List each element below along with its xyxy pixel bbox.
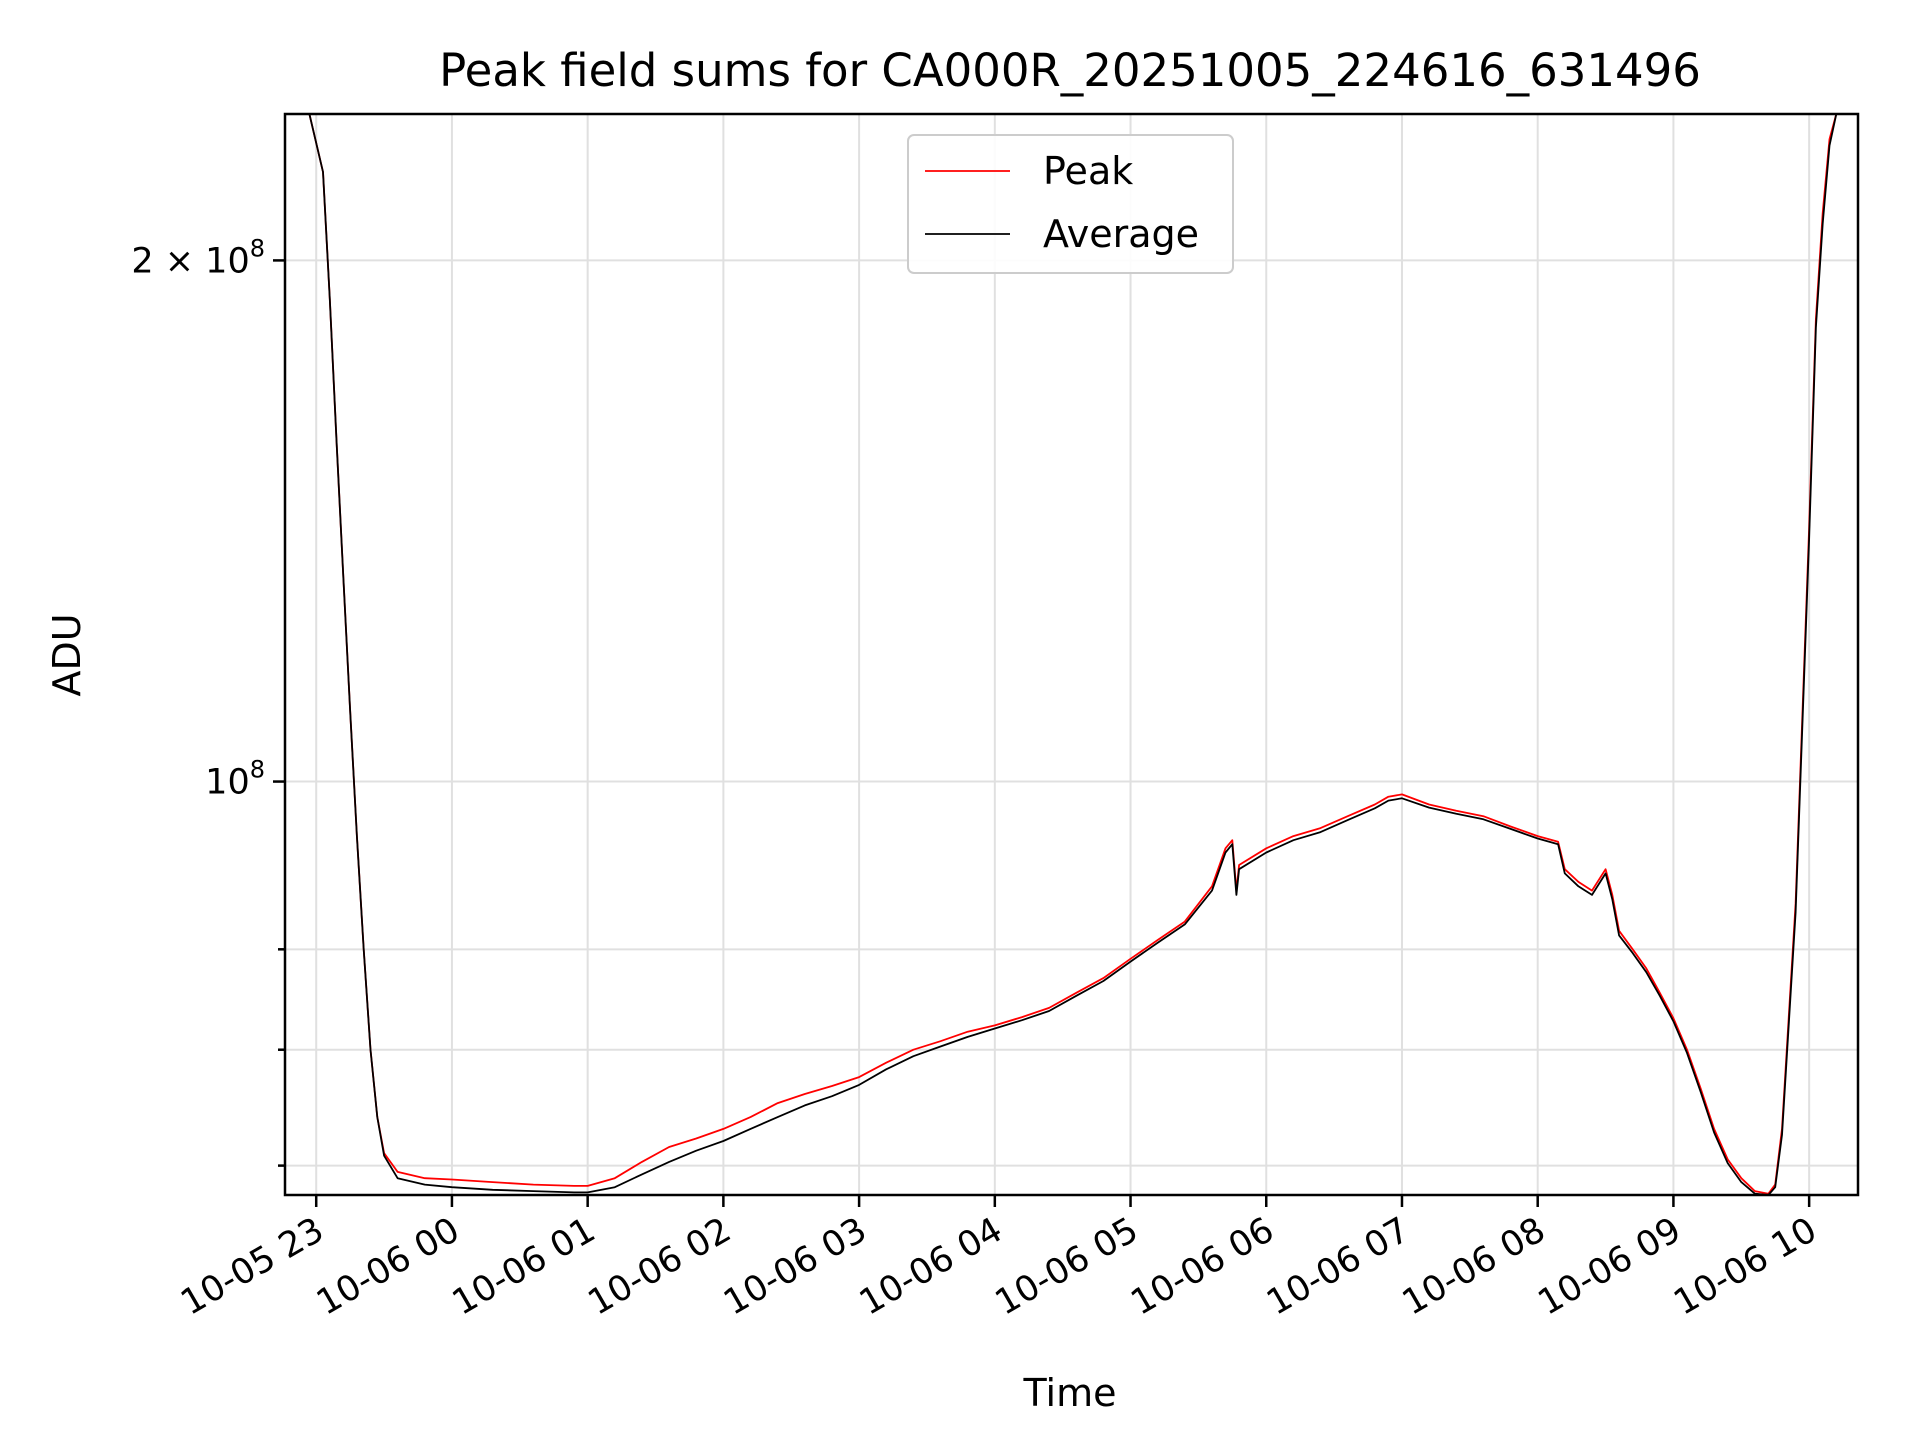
legend: Peak Average (907, 134, 1234, 274)
y-tick-label: 108 (205, 756, 265, 803)
y-tick-label: 2 × 108 (131, 234, 265, 281)
plot-frame (283, 112, 1860, 1197)
y-axis-label: ADU (45, 613, 89, 696)
legend-box (907, 134, 1234, 274)
legend-average-label: Average (1043, 212, 1199, 256)
chart-title: Peak field sums for CA000R_20251005_2246… (439, 44, 1701, 97)
series-layer (285, 114, 1858, 1195)
series-line-peak (285, 114, 1858, 1195)
grid (285, 114, 1858, 1195)
legend-peak-label: Peak (1043, 149, 1133, 193)
series-line-average (285, 114, 1858, 1195)
x-axis-label: Time (1023, 1371, 1117, 1415)
